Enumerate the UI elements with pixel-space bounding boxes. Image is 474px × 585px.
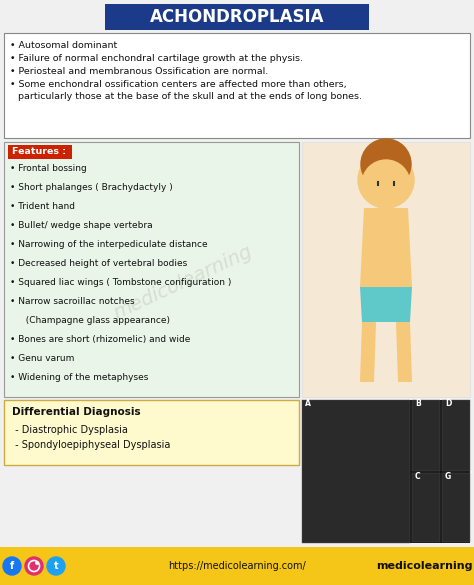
- Text: • Periosteal and membranous Ossification are normal.: • Periosteal and membranous Ossification…: [10, 67, 268, 76]
- Text: • Autosomal dominant: • Autosomal dominant: [10, 41, 117, 50]
- Text: G: G: [445, 472, 451, 481]
- Bar: [442, 400, 470, 471]
- Polygon shape: [396, 322, 412, 382]
- Text: • Frontal bossing: • Frontal bossing: [10, 164, 87, 173]
- Text: t: t: [54, 561, 58, 571]
- Text: B: B: [415, 399, 421, 408]
- Bar: [4, 400, 299, 465]
- Circle shape: [361, 139, 411, 189]
- Circle shape: [3, 557, 21, 575]
- Circle shape: [25, 557, 43, 575]
- Bar: [4, 33, 470, 138]
- Text: • Narrow sacroillac notches: • Narrow sacroillac notches: [10, 297, 135, 306]
- Text: • Trident hand: • Trident hand: [10, 202, 75, 211]
- Text: • Short phalanges ( Brachydactyly ): • Short phalanges ( Brachydactyly ): [10, 183, 173, 192]
- Text: f: f: [10, 561, 14, 571]
- Circle shape: [358, 152, 414, 208]
- Text: • Bones are short (rhizomelic) and wide: • Bones are short (rhizomelic) and wide: [10, 335, 191, 344]
- Bar: [302, 400, 470, 543]
- Bar: [302, 400, 410, 543]
- Text: C: C: [415, 472, 420, 481]
- Text: (Champagne glass appearance): (Champagne glass appearance): [20, 316, 170, 325]
- Bar: [0, 547, 474, 585]
- Bar: [412, 473, 440, 542]
- Bar: [105, 4, 369, 30]
- Bar: [302, 142, 470, 397]
- Text: - Diastrophic Dysplasia: - Diastrophic Dysplasia: [12, 425, 128, 435]
- Text: Features :: Features :: [12, 147, 66, 157]
- Text: - Spondyloepiphyseal Dysplasia: - Spondyloepiphyseal Dysplasia: [12, 440, 170, 450]
- Polygon shape: [360, 322, 376, 382]
- Circle shape: [362, 160, 410, 208]
- Text: • Squared liac wings ( Tombstone configuration ): • Squared liac wings ( Tombstone configu…: [10, 278, 231, 287]
- Text: • Decreased height of vertebral bodies: • Decreased height of vertebral bodies: [10, 259, 187, 268]
- Bar: [8, 145, 72, 159]
- Text: • Widening of the metaphyses: • Widening of the metaphyses: [10, 373, 148, 382]
- Bar: [412, 400, 440, 471]
- Polygon shape: [360, 287, 412, 322]
- Text: A: A: [305, 399, 311, 408]
- Text: Differential Diagnosis: Differential Diagnosis: [12, 407, 141, 417]
- Text: • Some enchondral ossification centers are affected more than others,: • Some enchondral ossification centers a…: [10, 80, 346, 89]
- Circle shape: [36, 562, 38, 564]
- Text: medicolearning: medicolearning: [376, 561, 472, 571]
- Text: particularly those at the base of the skull and at the ends of long bones.: particularly those at the base of the sk…: [18, 92, 362, 101]
- Text: https://medicolearning.com/: https://medicolearning.com/: [168, 561, 306, 571]
- Polygon shape: [360, 208, 412, 287]
- Bar: [442, 473, 470, 542]
- Text: • Bullet/ wedge shape vertebra: • Bullet/ wedge shape vertebra: [10, 221, 153, 230]
- Text: • Narrowing of the interpediculate distance: • Narrowing of the interpediculate dista…: [10, 240, 208, 249]
- Text: ACHONDROPLASIA: ACHONDROPLASIA: [150, 8, 324, 26]
- Text: D: D: [445, 399, 451, 408]
- Bar: [4, 142, 299, 397]
- Text: medicolearning: medicolearning: [110, 242, 255, 323]
- Circle shape: [47, 557, 65, 575]
- Text: • Failure of normal enchondral cartilage growth at the physis.: • Failure of normal enchondral cartilage…: [10, 54, 303, 63]
- Text: • Genu varum: • Genu varum: [10, 354, 74, 363]
